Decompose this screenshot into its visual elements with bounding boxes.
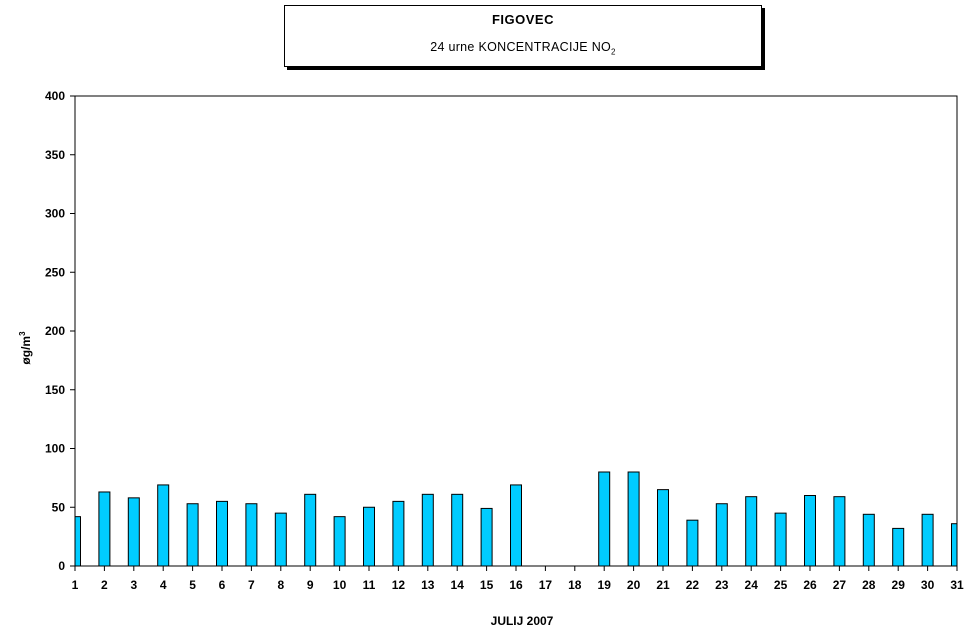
x-tick-label: 13 (421, 578, 435, 592)
y-tick-label: 250 (45, 265, 65, 279)
x-tick-label: 20 (627, 578, 641, 592)
subtitle-subscript: 2 (611, 47, 616, 57)
bar (745, 496, 758, 567)
y-axis-title-text: øg/m (19, 336, 33, 365)
y-axis-title: øg/m3 (18, 331, 33, 365)
bar (304, 493, 317, 567)
x-tick-label: 16 (509, 578, 523, 592)
x-tick-label: 25 (774, 578, 788, 592)
x-tick-label: 4 (160, 578, 167, 592)
x-tick-label: 21 (656, 578, 670, 592)
bar (862, 513, 875, 567)
x-axis-title: JULIJ 2007 (491, 614, 554, 628)
bar (333, 516, 346, 567)
bar (833, 496, 846, 567)
bar (186, 503, 199, 567)
bar (245, 503, 258, 567)
bar (74, 516, 81, 567)
bar (421, 493, 434, 567)
x-tick-label: 26 (803, 578, 817, 592)
bar (892, 527, 905, 567)
bar (451, 493, 464, 567)
bar (363, 506, 375, 567)
x-tick-label: 17 (539, 578, 553, 592)
x-tick-label: 9 (307, 578, 314, 592)
x-tick-label: 15 (480, 578, 494, 592)
y-tick-label: 150 (45, 383, 65, 397)
bar (98, 491, 111, 567)
x-tick-label: 24 (745, 578, 759, 592)
y-tick-label: 0 (58, 559, 65, 573)
y-tick-label: 400 (45, 89, 65, 103)
x-tick-label: 19 (598, 578, 612, 592)
subtitle-text: 24 urne KONCENTRACIJE NO (430, 40, 612, 54)
bar (774, 512, 787, 567)
bar (686, 519, 699, 567)
x-tick-label: 2 (101, 578, 108, 592)
x-tick-label: 14 (451, 578, 465, 592)
x-tick-label: 7 (248, 578, 255, 592)
chart-title-box: FIGOVEC 24 urne KONCENTRACIJE NO2 (284, 5, 762, 67)
x-tick-label: 10 (333, 578, 347, 592)
y-axis-title-superscript: 3 (18, 331, 27, 336)
x-tick-label: 12 (392, 578, 406, 592)
bar (480, 507, 493, 567)
x-tick-label: 23 (715, 578, 729, 592)
chart-subtitle: 24 urne KONCENTRACIJE NO2 (285, 40, 761, 57)
y-tick-label: 100 (45, 442, 65, 456)
x-tick-label: 29 (892, 578, 906, 592)
bar (274, 512, 287, 567)
x-tick-label: 11 (363, 578, 376, 592)
bar (627, 471, 640, 567)
x-tick-label: 27 (833, 578, 847, 592)
x-tick-label: 22 (686, 578, 700, 592)
bar (951, 523, 958, 567)
bar (657, 489, 669, 567)
bar (598, 471, 611, 567)
bar (510, 484, 522, 567)
x-tick-label: 5 (189, 578, 196, 592)
chart-title: FIGOVEC (491, 12, 554, 27)
bar (921, 513, 934, 567)
bar (392, 500, 405, 567)
x-tick-label: 8 (277, 578, 284, 592)
x-tick-label: 30 (921, 578, 935, 592)
x-tick-label: 3 (130, 578, 137, 592)
x-tick-label: 18 (568, 578, 582, 592)
y-tick-label: 350 (45, 148, 65, 162)
x-tick-label: 1 (72, 578, 79, 592)
x-tick-label: 6 (219, 578, 226, 592)
bar (157, 484, 170, 567)
bar (715, 503, 728, 567)
bar (216, 500, 228, 567)
x-tick-label: 28 (862, 578, 876, 592)
bar (127, 497, 140, 567)
x-tick-label: 31 (950, 578, 964, 592)
y-tick-label: 300 (45, 207, 65, 221)
y-tick-label: 200 (45, 324, 65, 338)
bar (804, 495, 816, 567)
y-tick-label: 50 (52, 500, 66, 514)
